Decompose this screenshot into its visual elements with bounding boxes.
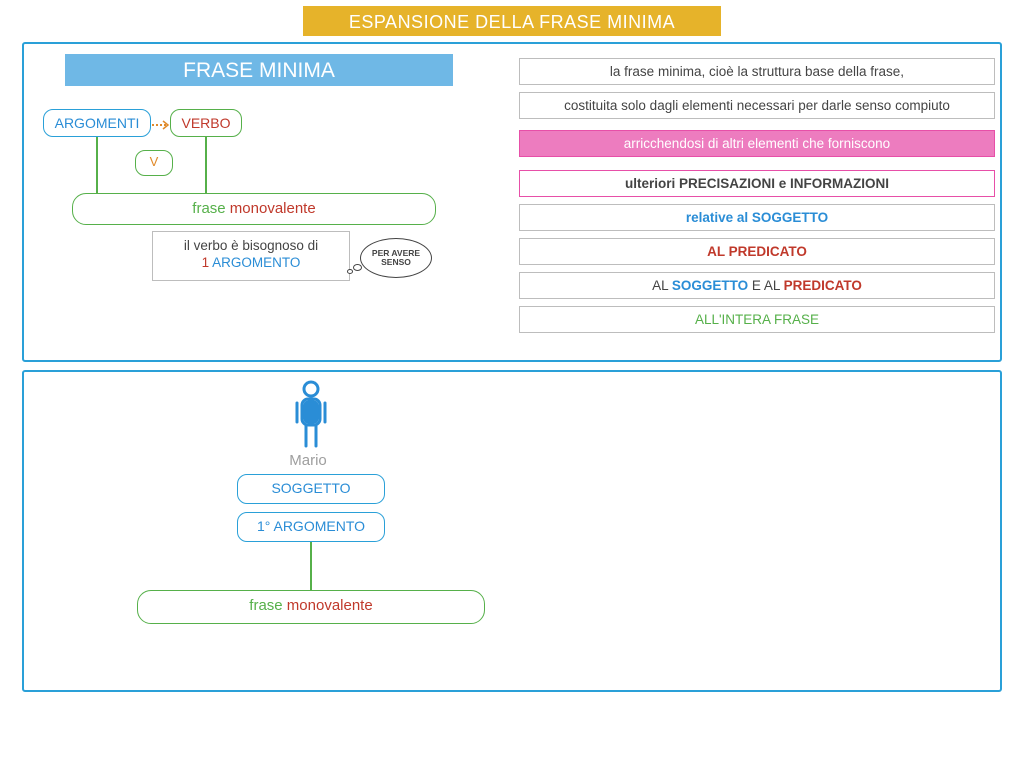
note-line1: il verbo è bisognoso di <box>157 238 345 255</box>
speech-bubble: PER AVERE SENSO <box>360 238 432 278</box>
label-monovalente-2: monovalente <box>287 597 373 614</box>
connector-argomenti <box>96 137 98 193</box>
info-row-6: AL PREDICATO <box>519 238 995 265</box>
node-primo-argomento: 1° ARGOMENTO <box>237 512 385 542</box>
note-verbo-bisognoso: il verbo è bisognoso di 1 ARGOMENTO <box>152 231 350 281</box>
page-title: ESPANSIONE DELLA FRASE MINIMA <box>303 6 721 36</box>
info-row-1: la frase minima, cioè la struttura base … <box>519 58 995 85</box>
info-row-7: AL SOGGETTO E AL PREDICATO <box>519 272 995 299</box>
label-mario: Mario <box>268 452 348 469</box>
node-v: V <box>135 150 173 176</box>
connector-verbo <box>205 137 207 193</box>
subheading-frase-minima: FRASE MINIMA <box>65 54 453 86</box>
info-row-8: ALL'INTERA FRASE <box>519 306 995 333</box>
label-frase-2: frase <box>249 597 287 614</box>
node-argomenti: ARGOMENTI <box>43 109 151 137</box>
info-row-2: costituita solo dagli elementi necessari… <box>519 92 995 119</box>
info-row-5: relative al SOGGETTO <box>519 204 995 231</box>
node-frase-monovalente-top: frase monovalente <box>72 193 436 225</box>
note-line2: 1 ARGOMENTO <box>157 255 345 272</box>
node-verbo: VERBO <box>170 109 242 137</box>
info-row-3: arricchendosi di altri elementi che forn… <box>519 130 995 157</box>
connector-soggetto <box>310 542 312 590</box>
label-frase: frase <box>192 200 230 217</box>
label-monovalente: monovalente <box>230 200 316 217</box>
person-icon <box>290 380 332 450</box>
node-frase-monovalente-bottom: frase monovalente <box>137 590 485 624</box>
node-soggetto: SOGGETTO <box>237 474 385 504</box>
panel-bottom <box>22 370 1002 692</box>
info-row-4: ulteriori PRECISAZIONI e INFORMAZIONI <box>519 170 995 197</box>
arrow-argomenti-verbo <box>152 119 172 131</box>
